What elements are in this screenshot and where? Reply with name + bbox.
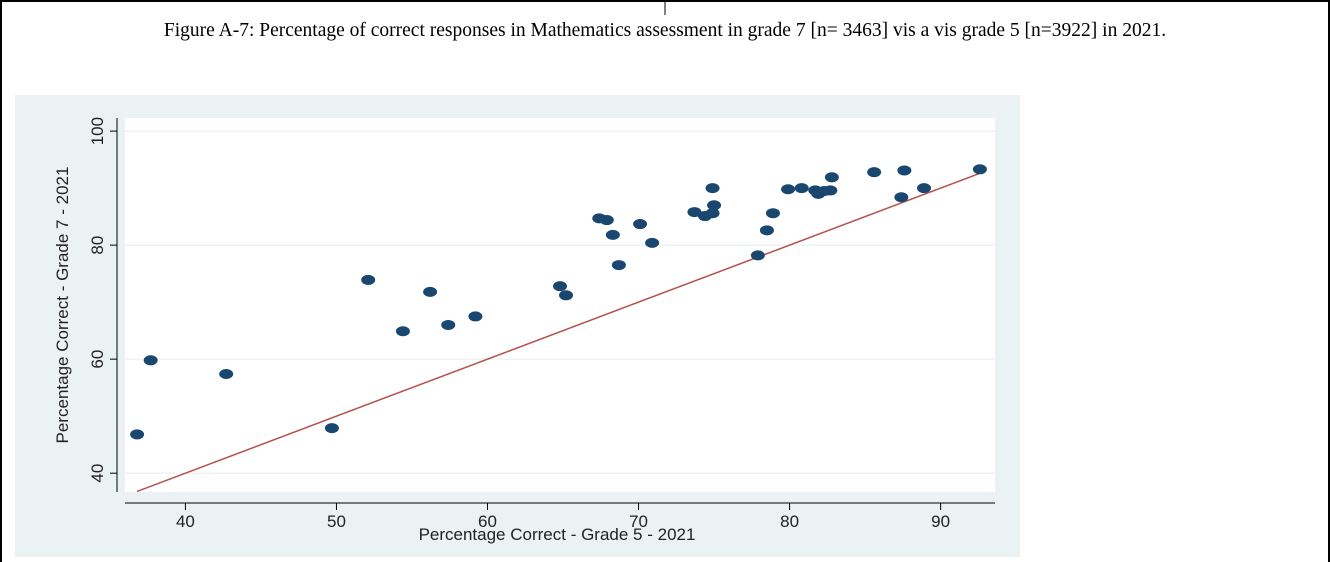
point (705, 183, 720, 194)
y-tick-label: 40 (88, 464, 107, 483)
point (645, 237, 660, 248)
point (917, 183, 932, 194)
x-tick-label: 80 (780, 512, 799, 531)
caption: Figure A-7: Percentage of correct respon… (163, 20, 1167, 41)
point (395, 326, 410, 337)
point (605, 229, 620, 240)
point (707, 200, 722, 211)
x-tick-label: 70 (629, 512, 648, 531)
y-axis-label: Percentage Correct - Grade 7 - 2021 (53, 167, 72, 444)
x-tick-label: 40 (176, 512, 195, 531)
point (143, 355, 158, 366)
point (423, 286, 438, 297)
point (441, 319, 456, 330)
y-tick-label: 80 (88, 236, 107, 255)
point (324, 423, 339, 434)
point (705, 208, 720, 219)
point (219, 368, 234, 379)
point (781, 184, 796, 195)
point (765, 208, 780, 219)
x-tick-label: 90 (931, 512, 950, 531)
point (750, 250, 765, 261)
point (794, 183, 809, 194)
point (824, 172, 839, 183)
point (972, 164, 987, 175)
point (894, 192, 909, 203)
point (130, 429, 145, 440)
point (633, 219, 648, 230)
point (867, 167, 882, 178)
point (599, 215, 614, 226)
y-tick-label: 100 (88, 117, 107, 145)
point (759, 225, 774, 236)
y-tick-label: 60 (88, 350, 107, 369)
plot-area (125, 118, 995, 492)
point (559, 290, 574, 301)
point (553, 281, 567, 292)
point (611, 260, 626, 271)
point (687, 207, 702, 218)
point (823, 185, 838, 196)
reference-line (136, 172, 981, 493)
x-tick-label: 60 (478, 512, 497, 531)
point (468, 311, 483, 322)
x-tick-label: 50 (327, 512, 346, 531)
x-axis-label: Percentage Correct - Grade 5 - 2021 (419, 525, 696, 544)
point (897, 165, 912, 176)
point (361, 274, 376, 285)
